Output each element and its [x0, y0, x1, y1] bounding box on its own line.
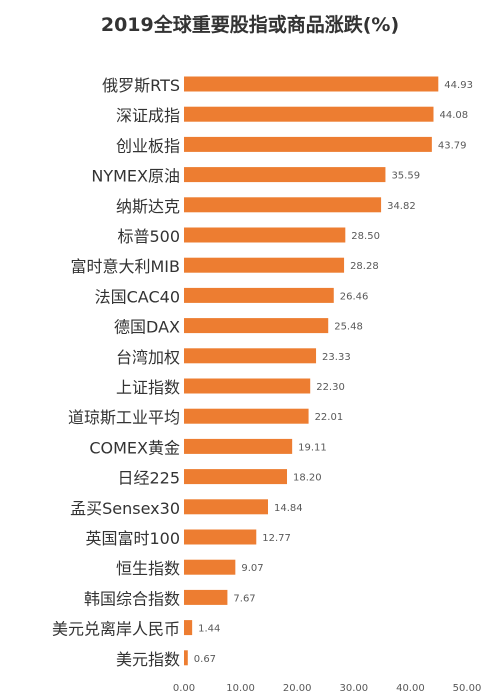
category-label: 法国CAC40 — [95, 287, 180, 306]
bar — [184, 106, 434, 122]
bar — [184, 438, 293, 454]
category-label: 台湾加权 — [116, 348, 180, 367]
category-label: 美元指数 — [116, 650, 180, 669]
value-label: 14.84 — [274, 503, 303, 514]
category-label: COMEX黄金 — [89, 438, 180, 457]
value-label: 22.01 — [315, 412, 344, 423]
bar — [184, 650, 188, 666]
bar — [184, 318, 329, 334]
value-label: 1.44 — [198, 624, 220, 635]
value-label: 22.30 — [316, 382, 345, 393]
value-label: 26.46 — [340, 291, 369, 302]
value-label: 0.67 — [194, 654, 216, 665]
category-label: 富时意大利MIB — [70, 257, 180, 276]
chart-title: 2019全球重要股指或商品涨跌(%) — [100, 14, 400, 36]
value-label: 44.93 — [444, 80, 473, 91]
bar — [184, 589, 228, 605]
value-label: 35.59 — [391, 171, 420, 182]
category-label: 孟买Sensex30 — [70, 499, 180, 518]
value-label: 12.77 — [262, 533, 291, 544]
category-label: 日经225 — [117, 469, 180, 488]
bar — [184, 499, 268, 515]
value-label: 7.67 — [233, 593, 255, 604]
x-tick-label: 10.00 — [226, 683, 255, 692]
value-label: 18.20 — [293, 473, 322, 484]
bar — [184, 227, 346, 243]
bar — [184, 559, 236, 575]
category-label: 俄罗斯RTS — [102, 76, 180, 95]
category-label: NYMEX原油 — [91, 167, 180, 186]
value-label: 43.79 — [438, 140, 467, 151]
x-tick-label: 50.00 — [453, 683, 482, 692]
category-label: 德国DAX — [114, 318, 180, 337]
value-label: 19.11 — [298, 442, 327, 453]
value-label: 23.33 — [322, 352, 351, 363]
category-label: 韩国综合指数 — [84, 589, 180, 608]
value-label: 25.48 — [334, 322, 363, 333]
bar — [184, 378, 311, 394]
bar — [184, 257, 345, 273]
value-label: 28.28 — [350, 261, 379, 272]
x-tick-label: 20.00 — [283, 683, 312, 692]
bar — [184, 408, 309, 424]
bar — [184, 76, 439, 92]
bar — [184, 167, 386, 183]
value-label: 28.50 — [351, 231, 380, 242]
value-label: 34.82 — [387, 201, 416, 212]
bar — [184, 620, 193, 636]
bar — [184, 287, 334, 303]
category-label: 标普500 — [117, 227, 180, 246]
category-label: 道琼斯工业平均 — [68, 408, 180, 427]
x-tick-label: 30.00 — [339, 683, 368, 692]
bar — [184, 136, 432, 152]
category-label: 恒生指数 — [116, 559, 180, 578]
bar — [184, 469, 288, 485]
category-label: 英国富时100 — [85, 529, 180, 548]
category-label: 上证指数 — [116, 378, 180, 397]
bar — [184, 529, 257, 545]
value-label: 44.08 — [439, 110, 468, 121]
category-label: 纳斯达克 — [116, 197, 180, 216]
category-label: 深证成指 — [116, 106, 180, 125]
x-tick-label: 0.00 — [173, 683, 195, 692]
category-label: 美元兑离岸人民币 — [52, 620, 180, 639]
category-label: 创业板指 — [116, 136, 180, 155]
bar — [184, 348, 317, 364]
x-tick-label: 40.00 — [396, 683, 425, 692]
value-label: 9.07 — [241, 563, 263, 574]
bar — [184, 197, 382, 213]
